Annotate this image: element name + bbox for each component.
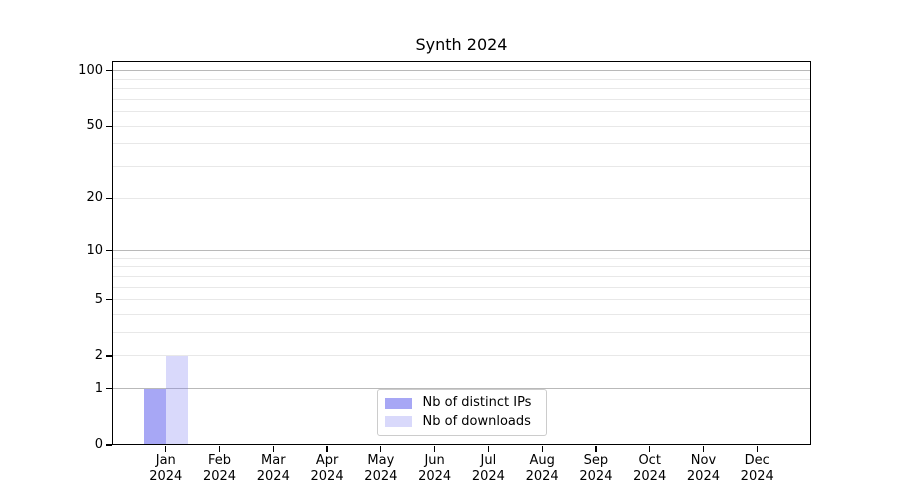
y-minor-gridline xyxy=(112,166,811,168)
y-minor-gridline xyxy=(112,125,811,127)
y-tick-label: 2 xyxy=(94,347,103,363)
y-tick-label: 10 xyxy=(86,242,103,258)
x-tick-mark xyxy=(272,446,274,452)
y-minor-gridline xyxy=(112,88,811,90)
y-minor-gridline xyxy=(112,98,811,100)
x-tick-mark xyxy=(541,446,543,452)
legend-swatch-nb-of-distinct-ips xyxy=(384,397,412,409)
x-tick-label: Jun 2024 xyxy=(418,453,452,484)
x-tick-mark xyxy=(433,446,436,452)
y-minor-gridline xyxy=(112,111,811,113)
bar-nb-of-distinct-ips-jan xyxy=(143,388,166,445)
y-tick-label: 20 xyxy=(86,190,103,206)
y-tick-mark xyxy=(105,388,112,390)
y-tick-mark xyxy=(105,444,112,446)
y-tick-label: 50 xyxy=(86,118,103,134)
y-minor-gridline xyxy=(112,299,811,301)
x-tick-label: May 2024 xyxy=(364,453,398,484)
y-tick-label: 0 xyxy=(94,437,103,452)
y-major-gridline xyxy=(112,70,811,72)
x-tick-mark xyxy=(649,446,651,452)
chart-title: Synth 2024 xyxy=(415,35,508,54)
y-minor-gridline xyxy=(112,275,811,277)
legend-item: Nb of distinct IPs xyxy=(384,395,538,412)
y-tick-label: 1 xyxy=(94,380,103,396)
y-minor-gridline xyxy=(112,78,811,80)
x-tick-label: Aug 2024 xyxy=(525,453,559,484)
x-tick-mark xyxy=(218,446,221,452)
x-tick-label: Oct 2024 xyxy=(633,453,667,484)
x-tick-mark xyxy=(165,446,167,452)
x-tick-mark xyxy=(756,446,758,452)
y-tick-mark xyxy=(105,125,112,127)
y-minor-gridline xyxy=(112,197,811,199)
x-tick-mark xyxy=(326,446,328,452)
y-tick-mark xyxy=(105,355,112,357)
y-minor-gridline xyxy=(112,143,811,145)
x-tick-label: Feb 2024 xyxy=(202,453,237,484)
legend-label: Nb of distinct IPs xyxy=(422,395,532,411)
y-major-gridline xyxy=(112,250,811,252)
x-tick-label: Jul 2024 xyxy=(471,453,505,484)
y-minor-gridline xyxy=(112,314,811,315)
x-tick-label: Jan 2024 xyxy=(149,453,183,484)
y-tick-mark xyxy=(105,70,112,72)
legend-item: Nb of downloads xyxy=(384,413,538,431)
plot-area xyxy=(112,61,811,445)
x-tick-label: Sep 2024 xyxy=(579,453,613,484)
x-tick-label: Mar 2024 xyxy=(256,453,290,484)
legend-swatch-nb-of-downloads xyxy=(384,416,412,428)
y-minor-gridline xyxy=(112,332,811,334)
y-tick-mark xyxy=(105,299,112,301)
bar-nb-of-downloads-jan xyxy=(165,355,188,445)
x-tick-label: Apr 2024 xyxy=(310,453,344,484)
x-tick-mark xyxy=(595,446,597,452)
x-tick-mark xyxy=(702,446,705,452)
y-minor-gridline xyxy=(112,355,811,357)
chart-legend: Nb of distinct IPs Nb of downloads xyxy=(376,389,547,436)
legend-label: Nb of downloads xyxy=(422,413,531,429)
x-tick-mark xyxy=(487,446,490,452)
x-tick-label: Nov 2024 xyxy=(686,453,720,484)
x-tick-label: Dec 2024 xyxy=(740,453,774,484)
y-major-gridline xyxy=(112,388,811,390)
y-tick-mark xyxy=(105,249,112,252)
y-tick-label: 5 xyxy=(94,291,103,307)
y-tick-mark xyxy=(105,197,112,199)
axes-spines xyxy=(112,61,811,445)
y-minor-gridline xyxy=(112,286,811,288)
y-tick-label: 100 xyxy=(78,62,103,78)
x-tick-mark xyxy=(380,446,382,452)
y-minor-gridline xyxy=(112,257,811,259)
y-minor-gridline xyxy=(112,266,811,268)
